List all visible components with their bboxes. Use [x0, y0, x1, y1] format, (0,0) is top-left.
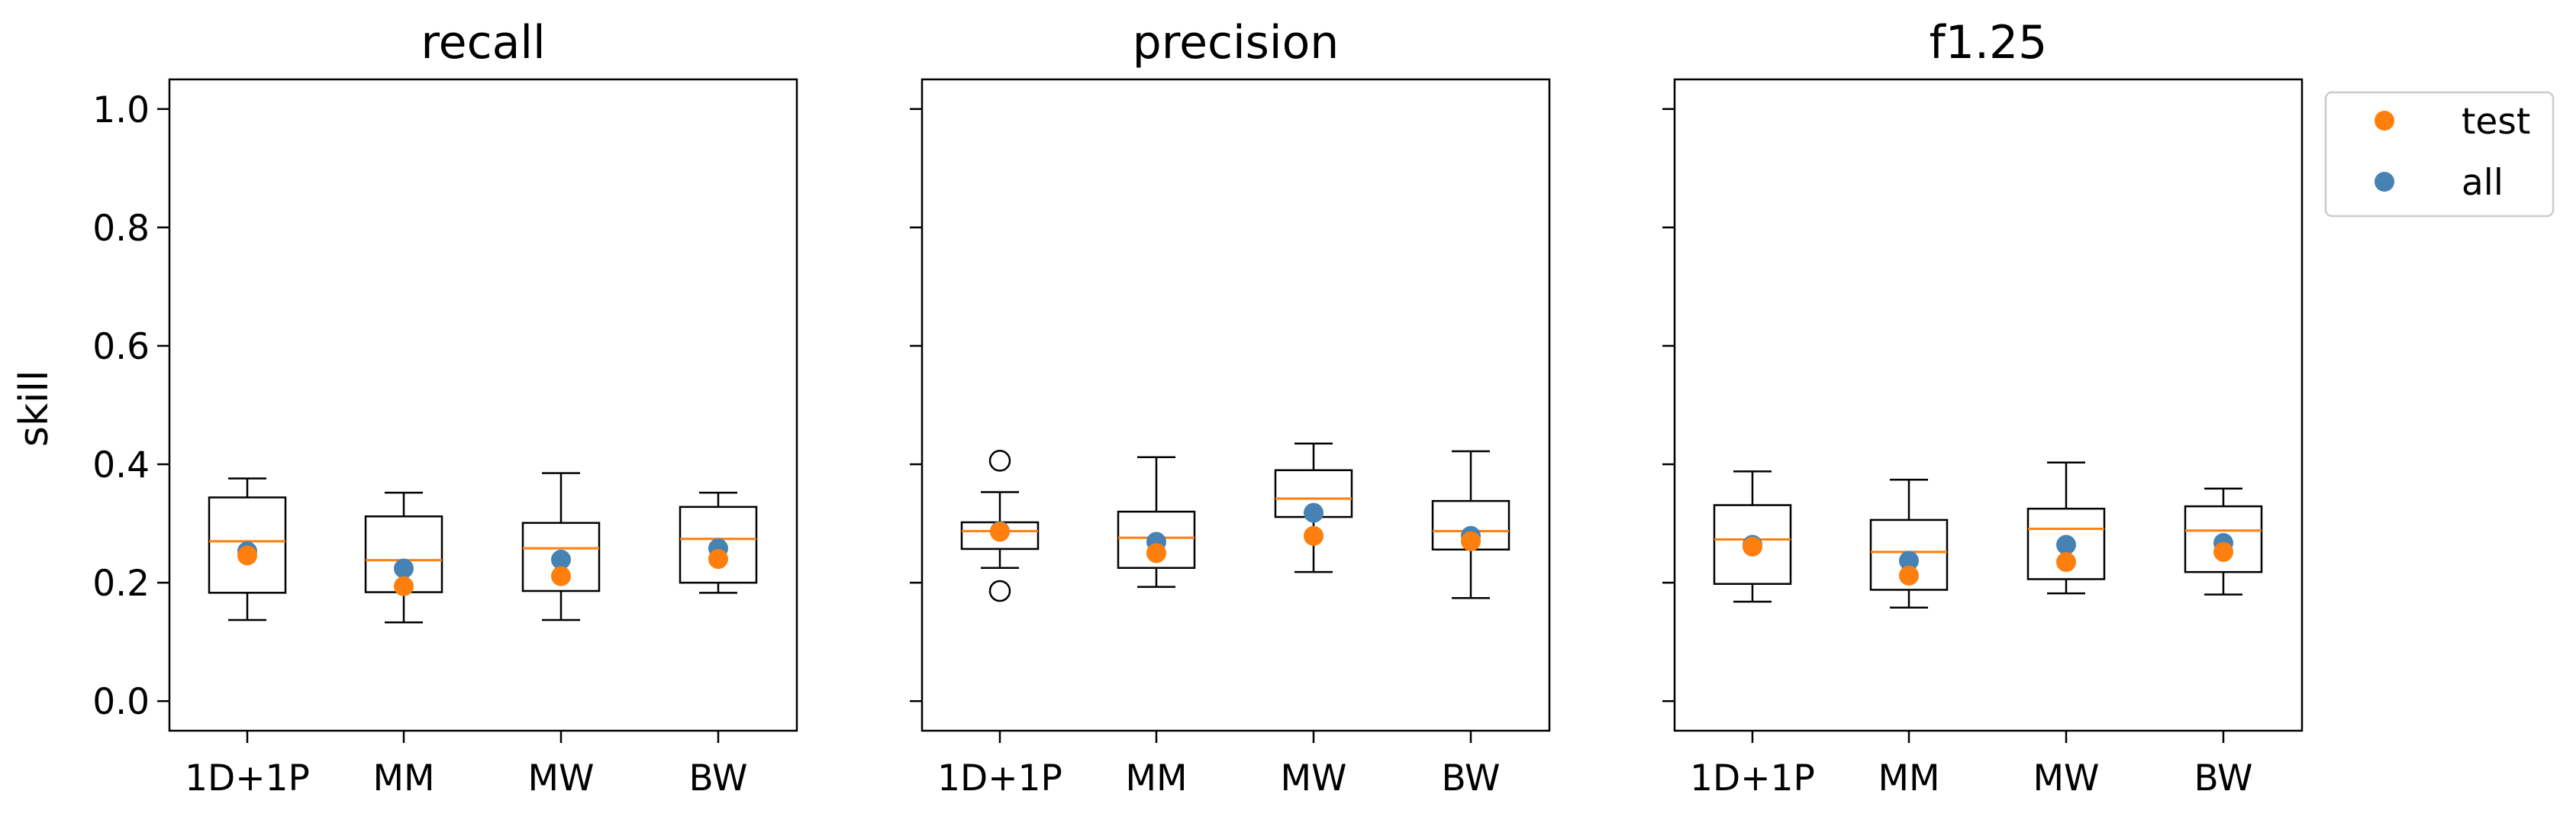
- point-all: [1899, 551, 1919, 571]
- box-mw: [521, 472, 601, 622]
- point-all: [551, 549, 571, 570]
- y-tick-label: 0.2: [92, 563, 150, 605]
- x-tick-label: BW: [1441, 757, 1500, 799]
- point-test: [1743, 536, 1762, 557]
- outlier-point: [988, 580, 1011, 602]
- y-axis-label: skill: [11, 370, 57, 447]
- y-tick-label: 0.6: [92, 326, 150, 368]
- x-tick-label: MM: [1125, 757, 1187, 799]
- legend: test all: [2324, 91, 2555, 218]
- point-test: [1146, 543, 1166, 564]
- y-tick-label: 1.0: [92, 89, 150, 131]
- point-all: [1304, 502, 1323, 523]
- x-tick-label: MW: [2033, 757, 2099, 799]
- x-tick-label: 1D+1P: [185, 757, 310, 799]
- point-test: [551, 566, 571, 586]
- box-mm: [1869, 478, 1949, 609]
- point-test: [2213, 541, 2233, 562]
- panel-f1-25: f1.25 1D+1P MM MW BW: [1662, 16, 2304, 799]
- legend-label-all: all: [2462, 162, 2503, 204]
- box-1d-1p: [208, 477, 287, 622]
- panel-title: precision: [1133, 16, 1340, 69]
- box-iqr: [1869, 518, 1949, 591]
- y-tick-label: 0.0: [92, 681, 150, 723]
- point-test: [1304, 525, 1323, 546]
- plot-frame: [920, 78, 1551, 732]
- legend-marker-all: [2374, 172, 2394, 192]
- point-test: [708, 549, 728, 570]
- box-bw: [2184, 487, 2263, 596]
- plot-frame: [1673, 78, 2304, 732]
- panel-title: recall: [421, 16, 545, 69]
- point-all: [394, 558, 414, 579]
- box-iqr: [521, 522, 601, 593]
- x-tick-label: MM: [1878, 757, 1939, 799]
- x-tick-label: BW: [688, 757, 747, 799]
- box-iqr: [1117, 510, 1196, 570]
- point-test: [237, 545, 257, 566]
- y-tick-label: 0.4: [92, 444, 150, 486]
- box-iqr: [208, 496, 287, 594]
- x-tick-label: MM: [372, 757, 434, 799]
- point-test: [990, 522, 1010, 542]
- legend-marker-test: [2374, 111, 2394, 131]
- box-iqr: [679, 505, 758, 584]
- box-bw: [1431, 450, 1510, 599]
- panel-precision: precision 1D+1P MM MW BW: [910, 16, 1551, 799]
- box-iqr: [2026, 507, 2106, 580]
- x-tick-label: 1D+1P: [937, 757, 1062, 799]
- panel-recall: recall 0.0 0.2 0.4 0.6 0.8 1.0 1D+1P MM MW BW: [92, 16, 798, 799]
- box-iqr: [1713, 504, 1792, 585]
- point-test: [1899, 565, 1919, 586]
- x-tick-label: MW: [527, 757, 594, 799]
- outlier-point: [988, 450, 1011, 472]
- x-tick-label: MW: [1280, 757, 1346, 799]
- box-mw: [2026, 461, 2106, 595]
- point-test: [2056, 551, 2076, 572]
- box-mm: [364, 492, 443, 624]
- box-iqr: [2184, 505, 2263, 573]
- box-mm: [1117, 456, 1196, 588]
- panel-title: f1.25: [1930, 16, 2048, 69]
- x-tick-label: BW: [2194, 757, 2252, 799]
- x-tick-label: 1D+1P: [1690, 757, 1815, 799]
- point-test: [1461, 531, 1481, 551]
- legend-label-test: test: [2462, 101, 2530, 143]
- point-test: [394, 576, 414, 596]
- y-tick-label: 0.8: [92, 208, 150, 250]
- plot-frame: [168, 78, 798, 732]
- point-all: [2056, 534, 2076, 555]
